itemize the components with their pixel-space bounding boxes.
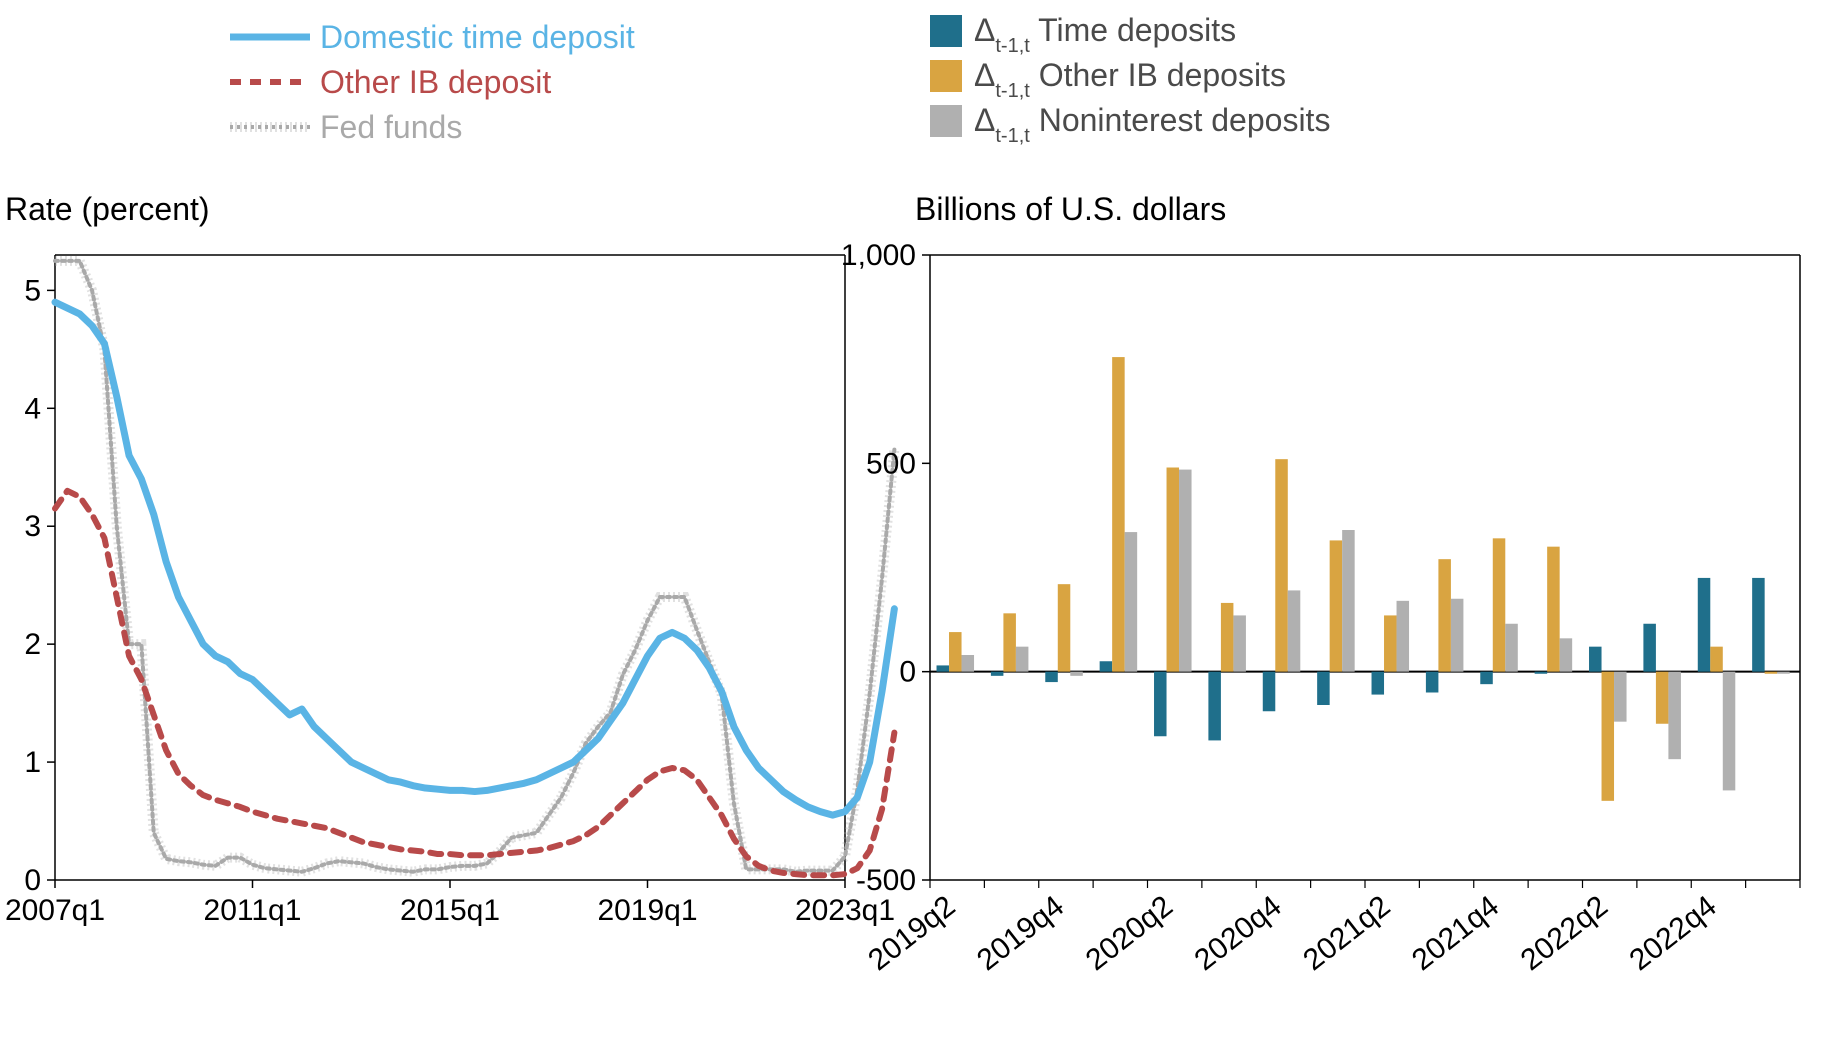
legend-swatch-icon: [930, 60, 962, 92]
bar: [1045, 672, 1058, 682]
bar: [1710, 647, 1723, 672]
bar: [1372, 672, 1385, 695]
bar: [1438, 559, 1451, 672]
bar: [1765, 672, 1778, 674]
bar: [1589, 647, 1602, 672]
bar: [1656, 672, 1669, 724]
bar: [1643, 624, 1656, 672]
line-other-ib-deposit: [55, 491, 894, 875]
right-xtick-label: 2019q4: [971, 890, 1070, 978]
bar: [949, 632, 962, 672]
bar: [1263, 672, 1276, 712]
bar: [1384, 615, 1397, 671]
bar: [1698, 578, 1711, 672]
right-ytick-label: -500: [856, 864, 916, 897]
bar: [1112, 357, 1125, 672]
right-ytick-label: 500: [866, 447, 916, 480]
legend-label: Fed funds: [320, 109, 462, 145]
bar: [1493, 538, 1506, 671]
bar: [1167, 468, 1180, 672]
bar: [1221, 603, 1234, 672]
legend-swatch-icon: [930, 15, 962, 47]
bar: [1535, 672, 1548, 674]
left-xtick-label: 2019q1: [597, 894, 697, 927]
right-xtick-label: 2021q4: [1406, 890, 1505, 978]
left-ytick-label: 3: [24, 510, 41, 543]
left-ytick-label: 2: [24, 628, 41, 661]
right-xtick-label: 2022q2: [1515, 890, 1614, 978]
bar: [1208, 672, 1221, 741]
bar: [1752, 578, 1765, 672]
right-ytick-label: 0: [899, 656, 916, 689]
left-ytick-label: 5: [24, 274, 41, 307]
bar: [1003, 613, 1016, 671]
bar: [1179, 470, 1192, 672]
bar: [991, 672, 1004, 676]
right-ytick-label: 1,000: [841, 239, 916, 272]
bar: [1275, 459, 1288, 671]
left-xtick-label: 2007q1: [5, 894, 105, 927]
bar: [1154, 672, 1167, 737]
bar: [1505, 624, 1518, 672]
left-chart-title: Rate (percent): [5, 191, 210, 227]
legend-label: Other IB deposit: [320, 64, 551, 100]
left-xtick-label: 2023q1: [795, 894, 895, 927]
bar: [1547, 547, 1560, 672]
bar: [1342, 530, 1355, 672]
bar: [1100, 661, 1113, 671]
right-xtick-label: 2021q2: [1297, 890, 1396, 978]
right-xtick-label: 2020q2: [1080, 890, 1179, 978]
bar: [1560, 638, 1573, 671]
bar: [1233, 615, 1246, 671]
bar: [1058, 584, 1071, 672]
right-xtick-label: 2020q4: [1189, 890, 1288, 978]
bar: [1426, 672, 1439, 693]
bar: [1602, 672, 1615, 801]
bar: [937, 665, 950, 671]
bar: [1317, 672, 1330, 705]
line-domestic-time-deposit: [55, 302, 894, 815]
figure-container: Rate (percent) 0 1 2 3 4 5 2007q1 2011q1 2015q1 20…: [0, 0, 1840, 1045]
bar: [1288, 590, 1301, 671]
bar: [1723, 672, 1736, 791]
right-chart-title: Billions of U.S. dollars: [915, 191, 1226, 227]
bar: [1016, 647, 1029, 672]
bar: [1125, 532, 1138, 672]
bar: [962, 655, 975, 672]
left-ytick-label: 4: [24, 392, 41, 425]
bar: [1070, 672, 1083, 676]
figure-svg: Rate (percent) 0 1 2 3 4 5 2007q1 2011q1 2015q1 20…: [0, 0, 1840, 1045]
legend-label: Δt-1,t Time deposits: [974, 12, 1236, 57]
legend-label: Δt-1,t Noninterest deposits: [974, 102, 1330, 147]
bar: [1397, 601, 1410, 672]
bar: [1480, 672, 1493, 685]
bar: [1451, 599, 1464, 672]
bar: [1330, 540, 1343, 671]
bar: [1777, 672, 1790, 674]
bar: [1614, 672, 1627, 722]
bar: [1668, 672, 1681, 760]
left-xtick-label: 2011q1: [204, 894, 302, 927]
legend-label: Δt-1,t Other IB deposits: [974, 57, 1286, 102]
legend-label: Domestic time deposit: [320, 19, 635, 55]
left-ytick-label: 1: [24, 746, 41, 779]
right-xtick-label: 2022q4: [1624, 890, 1723, 978]
left-xtick-label: 2015q1: [400, 894, 500, 927]
left-ytick-label: 0: [24, 864, 41, 897]
legend-swatch-icon: [930, 105, 962, 137]
